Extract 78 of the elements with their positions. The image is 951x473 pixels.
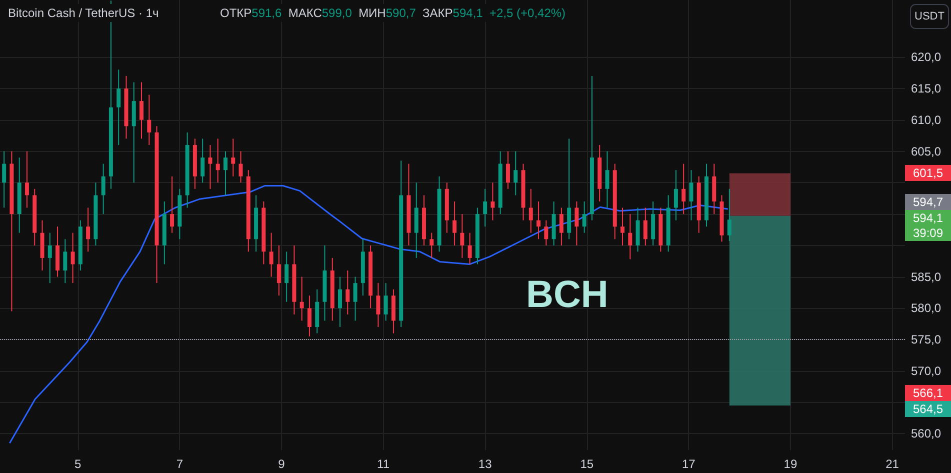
text: 566,1 — [912, 386, 944, 400]
candlestick — [689, 170, 694, 221]
candlestick — [574, 200, 579, 246]
candlestick — [101, 163, 106, 215]
candlestick — [628, 214, 632, 260]
candlestick — [468, 232, 472, 265]
candlestick — [307, 295, 312, 337]
candlestick — [140, 82, 144, 140]
candlestick — [605, 150, 610, 208]
y-tick-label: 620,0 — [911, 50, 942, 64]
x-tick-label: 17 — [682, 457, 696, 471]
text: 594,7 — [912, 195, 944, 209]
y-tick-label: 605,0 — [911, 144, 942, 158]
candlestick — [384, 282, 388, 322]
x-tick-label: 19 — [784, 457, 798, 471]
annotation: BCH — [526, 274, 608, 316]
text: 564,5 — [912, 402, 944, 416]
candlestick — [727, 188, 732, 242]
y-tick-label: 615,0 — [911, 81, 942, 96]
x-tick-label: 5 — [74, 457, 82, 471]
candlestick — [376, 282, 380, 328]
candlestick — [24, 150, 29, 208]
candlestick — [582, 200, 586, 234]
candlestick — [300, 276, 304, 322]
y-tick-label: 580,0 — [911, 301, 942, 316]
candlestick — [170, 176, 174, 234]
x-tick-label: 9 — [278, 457, 286, 471]
candlestick — [430, 232, 434, 258]
text: 594,1 — [912, 211, 944, 225]
candlestick — [536, 200, 541, 240]
x-tick-label: 13 — [478, 457, 492, 471]
candlestick — [216, 138, 220, 184]
text: USDT — [914, 10, 945, 22]
candlestick — [490, 182, 495, 221]
candlestick — [452, 200, 457, 246]
candlestick — [483, 188, 488, 228]
candlestick — [506, 150, 510, 190]
candlestick — [353, 276, 358, 322]
candlestick — [338, 276, 342, 328]
candlestick — [528, 188, 533, 234]
x-tick-label: 7 — [176, 457, 184, 471]
candlestick — [63, 238, 68, 284]
y-tick-label: 610,0 — [911, 112, 942, 127]
candlestick — [70, 232, 75, 284]
y-tick-label: 585,0 — [911, 270, 942, 284]
candlestick — [116, 69, 121, 146]
text: ОТКР591,6 МАКС599,0 МИН590,7 ЗАКР594,1 +2,5 (+0,42%) — [220, 6, 566, 20]
y-tick-label: 575,0 — [911, 332, 942, 347]
candlestick — [544, 220, 548, 246]
candlestick — [682, 163, 686, 215]
y-tick-label: 570,0 — [911, 364, 942, 378]
candlestick — [674, 170, 678, 221]
candlestick — [276, 244, 281, 296]
candlestick — [2, 150, 6, 208]
line-series — [8, 185, 729, 444]
text: Bitcoin Cash / TetherUS · 1ч — [8, 6, 159, 20]
candlestick — [223, 150, 228, 196]
candlestick — [284, 251, 289, 302]
y-tick-label: 560,0 — [911, 426, 942, 441]
x-tick-label: 21 — [886, 457, 900, 471]
candlestick — [147, 94, 152, 146]
candlestick — [514, 150, 518, 196]
candlestick — [643, 207, 648, 246]
candlestick — [238, 150, 243, 184]
text: 39:09 — [912, 226, 944, 240]
candlestick — [460, 214, 464, 258]
candlestick — [48, 232, 52, 284]
x-tick-label: 11 — [377, 457, 390, 471]
candlestick — [620, 207, 625, 246]
candlestick — [86, 207, 90, 252]
candlestick — [231, 138, 236, 177]
candlestick — [559, 207, 564, 246]
candlestick — [269, 232, 274, 278]
text: 601,5 — [912, 166, 944, 180]
x-tick-label: 15 — [580, 457, 594, 471]
candlestick — [200, 138, 205, 184]
candlestick — [346, 270, 350, 315]
candlestick — [208, 144, 212, 190]
